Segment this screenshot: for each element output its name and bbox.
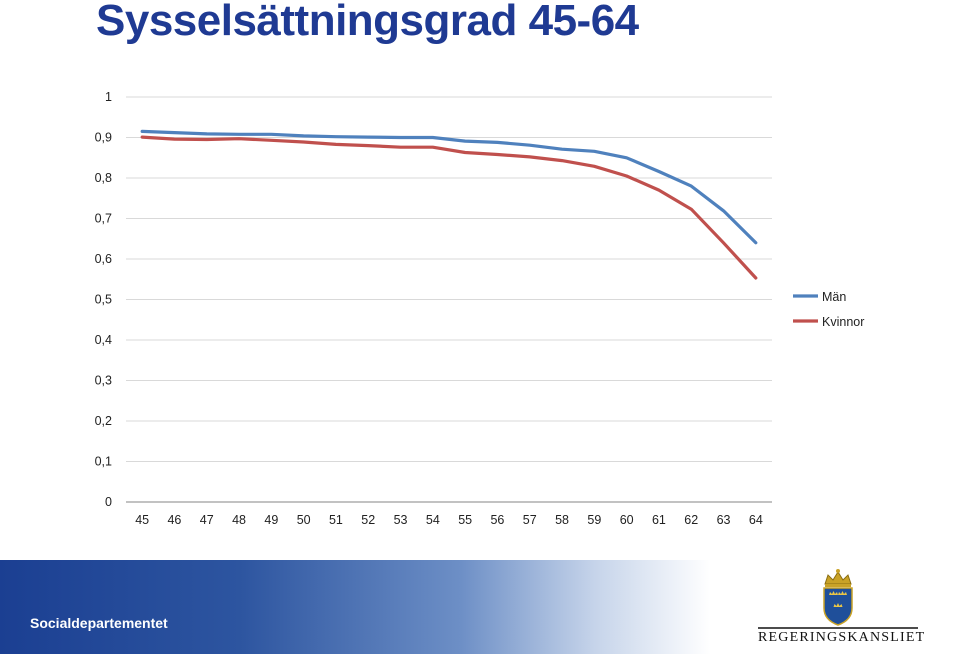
x-tick-label: 56 — [490, 513, 504, 527]
x-tick-label: 53 — [394, 513, 408, 527]
series-line-0 — [140, 129, 758, 245]
grid-lines — [126, 96, 772, 503]
footer-banner: Socialdepartementet REGERINGSKANSLIET — [0, 560, 960, 654]
y-axis-tick-labels: 0 0,1 0,2 0,3 0,4 0,5 0,6 0,7 0,8 0,9 1 — [95, 90, 112, 509]
x-tick-label: 57 — [523, 513, 537, 527]
x-tick-label: 58 — [555, 513, 569, 527]
y-tick-label: 0,4 — [95, 333, 112, 347]
y-tick-label: 0,3 — [95, 374, 112, 388]
crown-shield-icon — [758, 569, 918, 629]
x-tick-label: 54 — [426, 513, 440, 527]
x-tick-label: 62 — [684, 513, 698, 527]
x-tick-label: 59 — [587, 513, 601, 527]
x-tick-label: 51 — [329, 513, 343, 527]
x-tick-label: 63 — [717, 513, 731, 527]
x-tick-label: 55 — [458, 513, 472, 527]
y-tick-label: 1 — [105, 90, 112, 104]
y-tick-label: 0,2 — [95, 414, 112, 428]
x-tick-label: 64 — [749, 513, 763, 527]
series-lines — [140, 129, 758, 280]
y-tick-label: 0,8 — [95, 171, 112, 185]
y-tick-label: 0,9 — [95, 131, 112, 145]
x-tick-label: 49 — [264, 513, 278, 527]
department-name: Socialdepartementet — [30, 615, 168, 631]
y-tick-label: 0 — [105, 495, 112, 509]
y-tick-label: 0,1 — [95, 455, 112, 469]
logo-wordmark: REGERINGSKANSLIET — [758, 630, 926, 645]
line-chart: 0 0,1 0,2 0,3 0,4 0,5 0,6 0,7 0,8 0,9 1 45 46 47 48 49… — [95, 90, 865, 527]
x-axis-tick-labels: 45 46 47 48 49 50 51 52 53 54 55 56 57 58 59 60 61 62 63 64 — [135, 513, 763, 527]
x-tick-label: 61 — [652, 513, 666, 527]
x-tick-label: 50 — [297, 513, 311, 527]
x-tick-label: 47 — [200, 513, 214, 527]
x-tick-label: 45 — [135, 513, 149, 527]
x-tick-label: 48 — [232, 513, 246, 527]
x-tick-label: 60 — [620, 513, 634, 527]
x-tick-label: 52 — [361, 513, 375, 527]
slide-title: Sysselsättningsgrad 45-64 — [96, 0, 639, 45]
regeringskansliet-logo: REGERINGSKANSLIET — [758, 568, 926, 652]
legend-label: Kvinnor — [822, 315, 864, 329]
legend-label: Män — [822, 290, 846, 304]
y-tick-label: 0,6 — [95, 252, 112, 266]
y-tick-label: 0,7 — [95, 212, 112, 226]
x-tick-label: 46 — [167, 513, 181, 527]
y-tick-label: 0,5 — [95, 293, 112, 307]
legend: Män Kvinnor — [793, 290, 864, 329]
series-line-1 — [140, 135, 758, 280]
